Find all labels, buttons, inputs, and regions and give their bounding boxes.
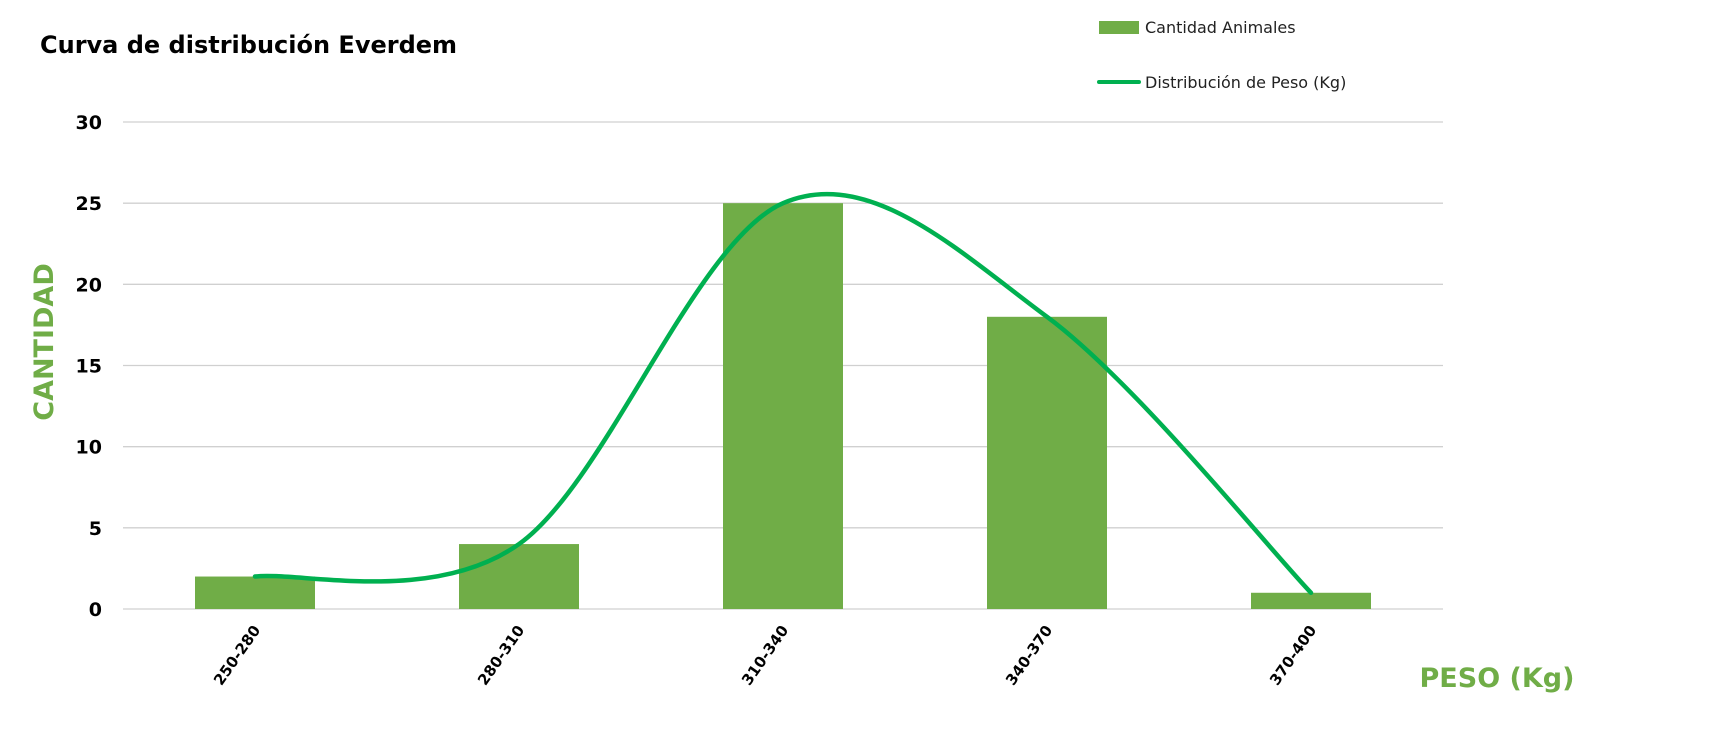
bar: [195, 576, 315, 609]
bar: [459, 544, 579, 609]
y-tick-label: 5: [89, 518, 102, 540]
bar: [1251, 592, 1371, 609]
y-axis-ticks: 0 5 10 15 20 25 30: [76, 112, 102, 621]
y-tick-label: 0: [89, 599, 102, 621]
legend-label-line: Distribución de Peso (Kg): [1145, 73, 1346, 92]
legend-swatch-bars: [1099, 21, 1139, 34]
bar: [723, 203, 843, 609]
y-tick-label: 30: [76, 112, 102, 134]
y-tick-label: 20: [76, 274, 102, 296]
x-tick-label: 310-340: [738, 622, 792, 689]
x-axis-ticks: 250-280 280-310 310-340 340-370 370-400: [210, 622, 1320, 689]
x-axis-label: PESO (Kg): [1420, 663, 1575, 694]
bar-series: [195, 203, 1371, 609]
x-tick-label: 250-280: [210, 622, 264, 689]
y-tick-label: 10: [76, 437, 102, 459]
y-tick-label: 25: [76, 193, 102, 215]
bar: [987, 316, 1107, 609]
legend-label-bars: Cantidad Animales: [1145, 18, 1296, 37]
y-tick-label: 15: [76, 356, 102, 378]
y-axis-label: CANTIDAD: [29, 263, 60, 421]
legend: Cantidad Animales Distribución de Peso (…: [1097, 18, 1346, 92]
x-tick-label: 370-400: [1266, 622, 1320, 689]
x-tick-label: 340-370: [1002, 622, 1056, 689]
chart-title: Curva de distribución Everdem: [40, 31, 457, 59]
distribution-curve: [252, 191, 1314, 596]
x-tick-label: 280-310: [474, 622, 528, 689]
